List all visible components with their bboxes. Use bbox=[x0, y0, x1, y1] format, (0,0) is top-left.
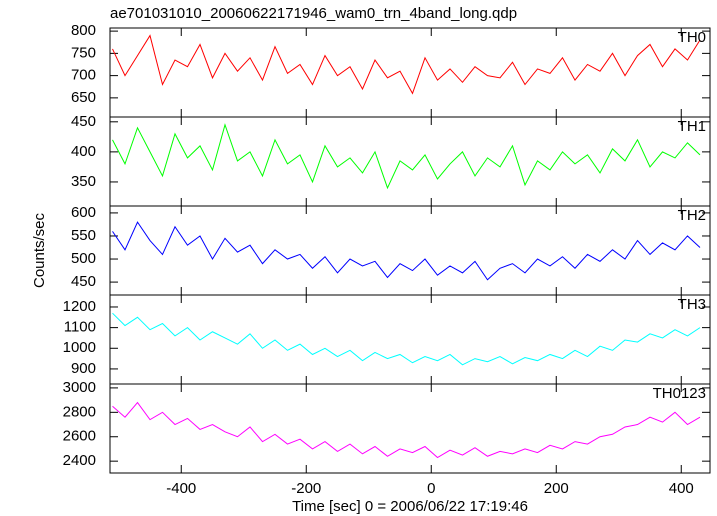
y-tick-label: 500 bbox=[71, 250, 96, 267]
x-tick-label: -200 bbox=[291, 480, 321, 497]
x-tick-label: 200 bbox=[544, 480, 569, 497]
panel-frame bbox=[109, 116, 711, 207]
y-tick-label: 1000 bbox=[63, 339, 96, 356]
y-tick-label: 900 bbox=[71, 360, 96, 377]
series-label: TH1 bbox=[678, 118, 706, 135]
data-line bbox=[112, 34, 701, 95]
y-tick-label: 600 bbox=[71, 204, 96, 221]
y-axis-label: Counts/sec bbox=[31, 212, 48, 288]
y-tick-label: 400 bbox=[71, 143, 96, 160]
data-line bbox=[112, 221, 701, 281]
panel-frame bbox=[109, 383, 711, 474]
y-tick-label: 350 bbox=[71, 173, 96, 190]
y-tick-label: 1200 bbox=[63, 298, 96, 315]
x-axis-label: Time [sec] 0 = 2006/06/22 17:19:46 bbox=[292, 498, 528, 515]
y-tick-label: 750 bbox=[71, 44, 96, 61]
series-label: TH3 bbox=[678, 296, 706, 313]
y-tick-label: 450 bbox=[71, 113, 96, 130]
series-label: TH0123 bbox=[653, 385, 706, 402]
data-line bbox=[112, 123, 701, 190]
data-line bbox=[112, 312, 701, 366]
y-tick-label: 2600 bbox=[63, 428, 96, 445]
data-line bbox=[112, 401, 701, 459]
y-tick-label: 3000 bbox=[63, 379, 96, 396]
y-tick-label: 2800 bbox=[63, 403, 96, 420]
panel-frame bbox=[109, 27, 711, 118]
y-tick-label: 800 bbox=[71, 22, 96, 39]
x-tick-label: 400 bbox=[669, 480, 694, 497]
y-tick-label: 1100 bbox=[64, 319, 96, 336]
x-tick-label: 0 bbox=[427, 480, 435, 497]
y-tick-label: 650 bbox=[71, 89, 96, 106]
y-tick-label: 2400 bbox=[63, 452, 96, 469]
y-tick-label: 700 bbox=[71, 67, 96, 84]
y-tick-label: 450 bbox=[71, 273, 96, 290]
chart-title: ae701031010_20060622171946_wam0_trn_4ban… bbox=[110, 5, 517, 22]
series-label: TH2 bbox=[678, 207, 706, 224]
y-tick-label: 550 bbox=[71, 227, 96, 244]
x-tick-label: -400 bbox=[166, 480, 196, 497]
panel-frame bbox=[109, 205, 711, 296]
series-label: TH0 bbox=[678, 29, 706, 46]
